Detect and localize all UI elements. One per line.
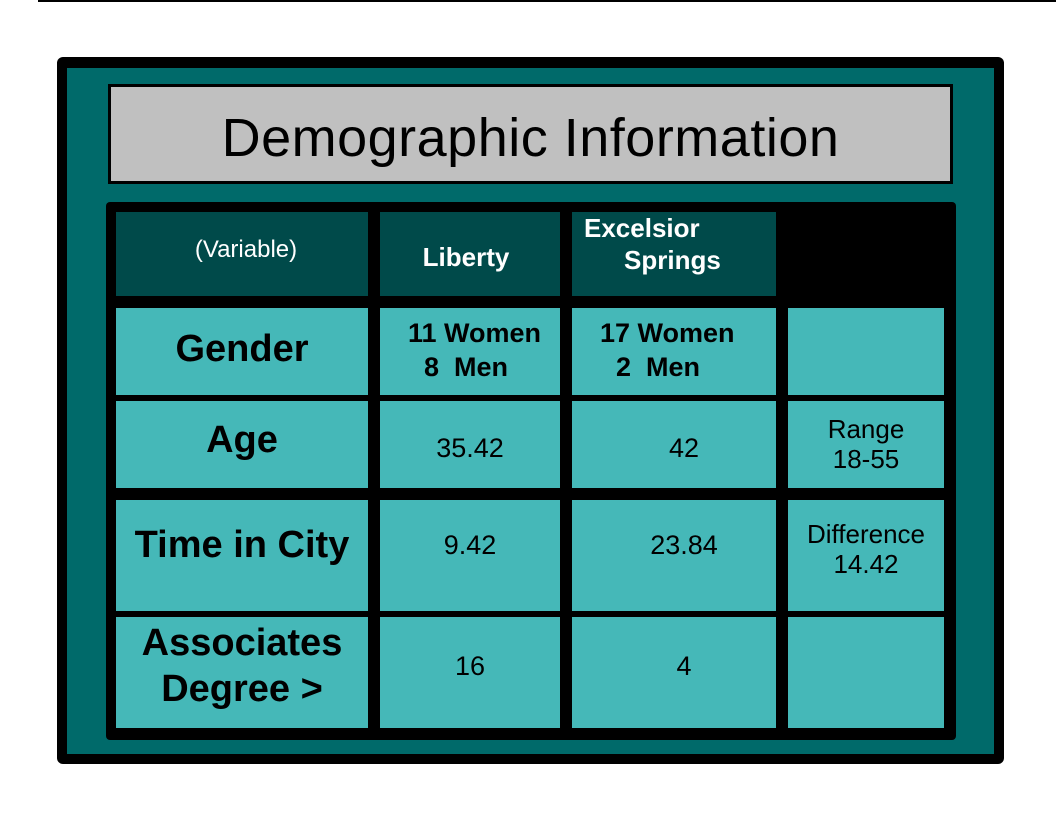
gender-liberty-men: 8 Men	[424, 352, 509, 382]
time-note-cell: Difference 14.42	[788, 500, 944, 611]
gender-label: Gender	[175, 327, 309, 370]
header-excelsior-line1: Excelsior	[584, 213, 700, 243]
age-liberty-value: 35.42	[436, 432, 504, 463]
gender-note-cell	[788, 308, 944, 395]
degree-note-cell	[788, 617, 944, 728]
row-time-label: Time in City	[116, 500, 368, 611]
row-degree-label: Associates Degree >	[116, 617, 368, 728]
gender-excelsior-men: 2 Men	[616, 352, 701, 382]
time-in-city-label: Time in City	[134, 523, 350, 566]
degree-excelsior-value: 4	[676, 650, 692, 681]
age-excelsior-cell: 42	[572, 401, 776, 488]
degree-liberty-value: 16	[454, 650, 486, 681]
page-title: Demographic Information	[221, 108, 840, 168]
degree-label-line1: Associates	[141, 621, 343, 664]
degree-excelsior-cell: 4	[572, 617, 776, 728]
title-box: Demographic Information	[108, 84, 953, 184]
gender-excelsior-cell: 17 Women 2 Men	[572, 308, 776, 395]
age-range-value: 18-55	[832, 443, 900, 474]
age-note-cell: Range 18-55	[788, 401, 944, 488]
top-rule	[38, 0, 1056, 2]
time-difference-label: Difference	[806, 518, 926, 549]
header-liberty: Liberty	[380, 212, 560, 296]
gender-liberty-cell: 11 Women 8 Men	[380, 308, 560, 395]
degree-label-line2: Degree >	[161, 667, 323, 710]
row-gender-label: Gender	[116, 308, 368, 395]
header-blank	[788, 212, 944, 296]
time-liberty-value: 9.42	[443, 529, 497, 560]
header-excelsior: Excelsior Springs	[572, 212, 776, 296]
time-excelsior-cell: 23.84	[572, 500, 776, 611]
header-variable: (Variable)	[116, 212, 368, 296]
age-liberty-cell: 35.42	[380, 401, 560, 488]
age-label: Age	[206, 418, 278, 461]
time-liberty-cell: 9.42	[380, 500, 560, 611]
row-age-label: Age	[116, 401, 368, 488]
title-face: Demographic Information	[111, 87, 950, 181]
gender-excelsior-women: 17 Women	[600, 318, 735, 348]
header-liberty-label: Liberty	[422, 242, 510, 273]
age-range-label: Range	[827, 413, 905, 444]
age-excelsior-value: 42	[668, 432, 700, 463]
time-excelsior-value: 23.84	[650, 529, 718, 560]
gender-liberty-women: 11 Women	[408, 318, 542, 348]
degree-liberty-cell: 16	[380, 617, 560, 728]
time-difference-value: 14.42	[833, 548, 899, 579]
header-variable-label: (Variable)	[194, 236, 298, 264]
header-excelsior-line2: Springs	[624, 245, 721, 275]
